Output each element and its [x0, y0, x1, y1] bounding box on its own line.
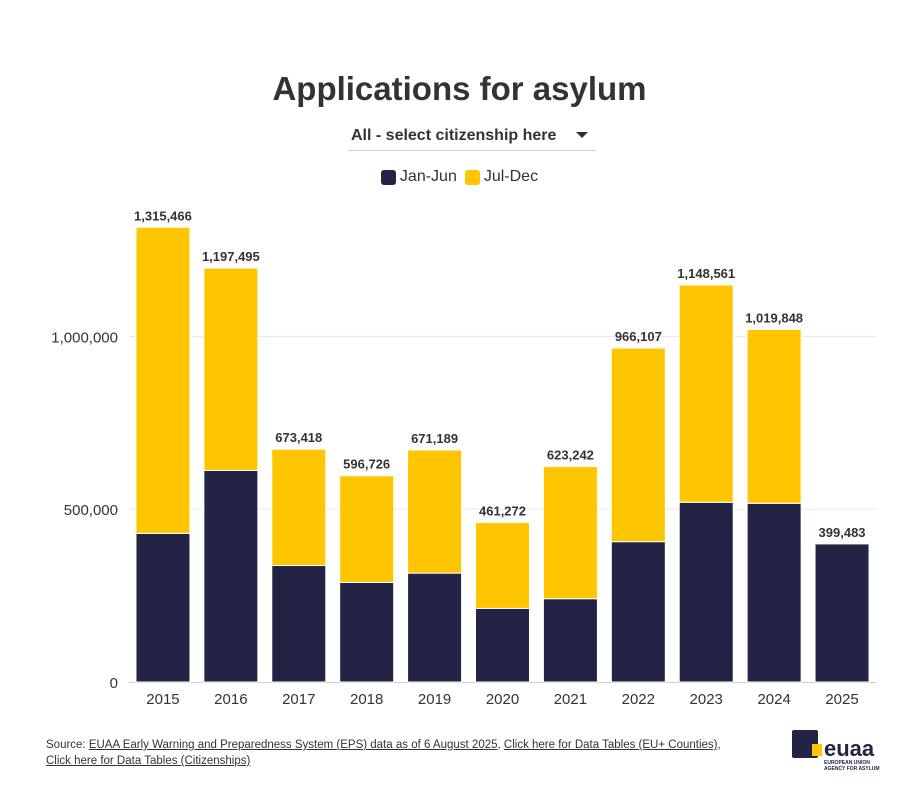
total-data-label: 1,315,466 — [134, 208, 192, 223]
legend-item-jul-dec[interactable]: Jul-Dec — [464, 168, 539, 186]
bar-jan-jun — [135, 532, 191, 683]
total-data-label: 461,272 — [479, 504, 526, 519]
bar-jul-dec — [271, 448, 327, 567]
bar-jul-dec — [475, 522, 530, 609]
total-data-label: 1,019,848 — [745, 310, 803, 325]
source-separator: , — [497, 739, 504, 751]
x-tick-label: 2015 — [146, 691, 179, 708]
bar-jan-jun — [678, 501, 734, 683]
page-title: Applications for asylum — [272, 70, 647, 107]
bar-jan-jun — [339, 581, 395, 683]
x-tick-label: 2017 — [282, 691, 315, 708]
total-data-label: 623,242 — [547, 448, 594, 463]
bar-jan-jun — [610, 541, 666, 683]
chevron-down-icon[interactable] — [576, 132, 588, 138]
bar-jul-dec — [610, 347, 666, 543]
legend-swatch-jul-dec — [464, 169, 480, 185]
x-tick-label: 2020 — [486, 691, 519, 708]
legend-item-jan-jun[interactable]: Jan-Jun — [380, 168, 457, 186]
total-data-label: 673,418 — [275, 430, 322, 445]
x-tick-label: 2022 — [622, 691, 655, 708]
total-data-label: 966,107 — [615, 329, 662, 344]
bar-jul-dec — [339, 475, 395, 583]
total-data-label: 1,197,495 — [202, 249, 260, 264]
legend-label-jan-jun: Jan-Jun — [399, 168, 457, 185]
total-data-label: 596,726 — [343, 457, 390, 472]
y-tick-label: 500,000 — [64, 502, 118, 519]
data-tables-countries-link[interactable]: Click here for Data Tables (EU+ Counties… — [503, 739, 718, 751]
euaa-logo-word: euaa — [824, 736, 875, 761]
total-data-label: 399,483 — [819, 525, 866, 540]
euaa-logo-accent — [812, 744, 822, 756]
x-tick-label: 2021 — [554, 691, 587, 708]
legend-label-jul-dec: Jul-Dec — [483, 168, 539, 185]
chart-legend: Jan-Jun Jul-Dec — [0, 168, 919, 186]
eps-source-link[interactable]: EUAA Early Warning and Preparedness Syst… — [88, 739, 498, 751]
x-tick-label: 2016 — [214, 691, 247, 708]
bar-jul-dec — [407, 449, 463, 574]
bar-jan-jun — [203, 469, 259, 683]
bar-jul-dec — [203, 267, 259, 471]
bar-jan-jun — [746, 502, 802, 683]
bar-jan-jun — [407, 572, 463, 683]
euaa-logo-subtitle: EUROPEAN UNION AGENCY FOR ASYLUM — [824, 760, 880, 772]
x-tick-label: 2018 — [350, 691, 383, 708]
legend-swatch-jan-jun — [380, 169, 396, 185]
y-tick-label: 1,000,000 — [51, 329, 118, 346]
bar-jan-jun — [542, 598, 598, 683]
x-tick-label: 2023 — [690, 691, 723, 708]
x-tick-label: 2024 — [757, 691, 790, 708]
citizenship-select-label: All - select citizenship here — [351, 127, 557, 144]
total-data-label: 671,189 — [411, 431, 458, 446]
euaa-logo: euaa EUROPEAN UNION AGENCY FOR ASYLUM — [792, 730, 882, 774]
bar-jul-dec — [135, 226, 191, 534]
bar-jan-jun — [475, 607, 530, 683]
bar-jul-dec — [542, 466, 598, 600]
x-tick-label: 2019 — [418, 691, 451, 708]
bar-jan-jun — [814, 543, 870, 683]
bar-jan-jun — [271, 565, 327, 683]
x-tick-label: 2025 — [825, 691, 858, 708]
source-prefix: Source: — [46, 739, 89, 751]
bar-jul-dec — [678, 284, 734, 503]
total-data-label: 1,148,561 — [677, 266, 735, 281]
bar-jul-dec — [746, 328, 802, 504]
data-tables-citizenships-link[interactable]: Click here for Data Tables (Citizenships… — [46, 755, 251, 767]
citizenship-select[interactable]: All - select citizenship here — [348, 124, 596, 151]
source-note: Source: EUAA Early Warning and Preparedn… — [46, 739, 721, 767]
y-tick-label: 0 — [110, 675, 118, 692]
